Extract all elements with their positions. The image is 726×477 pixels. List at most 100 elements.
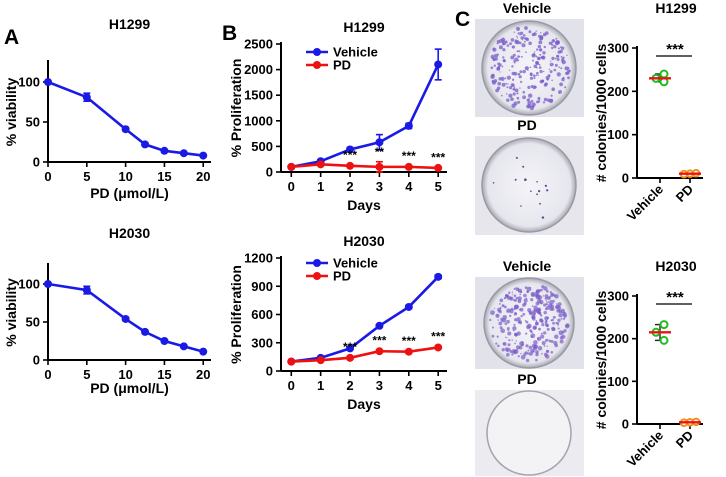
y-axis-label: # colonies/1000 cells [593,291,609,430]
colony [550,94,553,97]
colony [513,308,516,311]
colony [523,302,527,306]
dish-h1299-vehicle-colonies [490,26,571,111]
colony [556,322,560,325]
colony [535,55,538,58]
colony [558,66,560,68]
data-point [659,335,669,345]
colony [516,26,520,31]
colony [509,42,512,46]
colony [538,289,540,291]
colony [535,319,538,322]
colony [543,303,547,307]
colony [560,56,563,58]
colony [490,310,495,316]
colony [559,339,564,344]
colony [546,78,549,81]
colony [511,45,516,49]
colony [525,332,528,335]
colony [556,54,560,58]
colony [532,325,537,330]
colony [506,319,510,324]
chart-colonies-h1299: H1299 0 100 200 300 Vehicle PD # colonies/1000 … [593,0,703,224]
colony [497,81,502,86]
colony [519,41,522,45]
colony [554,294,559,299]
colony [522,34,526,37]
colony [514,312,517,315]
colony [541,352,543,355]
colony [527,101,532,105]
colony [537,295,543,300]
colony [535,74,538,77]
colony [545,289,549,293]
colony [535,61,540,65]
colony [555,40,560,46]
colony [524,37,528,41]
colony [541,323,545,327]
data-point [160,337,169,345]
data-point [316,356,325,365]
data-point [44,78,52,86]
colony [531,102,536,107]
colony [553,44,557,49]
colony [514,342,516,345]
y-tick-label: 600 [251,307,273,322]
y-tick-label: 900 [251,279,273,294]
colony [513,299,515,302]
colony [504,322,508,326]
colony [504,336,507,338]
data-point [375,321,384,330]
colony [557,318,561,322]
colony [513,60,515,62]
colony [499,38,504,44]
data-point [179,342,188,351]
significance-label: ** [375,145,385,159]
colony [516,50,519,53]
data-point [404,162,413,171]
colony [526,104,531,109]
colony [534,85,537,89]
colony [500,317,503,320]
data-point [44,280,52,288]
colony [556,72,561,77]
colony [566,54,568,56]
colony [535,350,539,354]
colony [548,296,551,299]
colony [540,35,544,39]
x-axis-label: PD (μmol/L) [90,380,169,396]
colony [520,80,523,83]
colony [508,291,511,294]
colony [530,298,534,302]
significance-label: *** [431,150,445,164]
colony [526,325,531,330]
colony [542,295,545,297]
colony [506,86,509,89]
colony [547,339,549,341]
colony [533,77,536,80]
colony [519,70,523,74]
colony [506,75,511,80]
y-tick-label: 0 [266,165,273,180]
colony [546,189,549,192]
legend-label: Vehicle [333,45,378,60]
colony [535,308,541,314]
colony [502,56,505,59]
colony [517,355,520,358]
colony [509,309,514,314]
colony [543,344,546,347]
colony [493,64,496,67]
colony [499,326,503,330]
y-tick-label: 100 [607,127,629,142]
colony [554,334,559,339]
colony [503,42,505,44]
colony [502,305,504,307]
panel-label-c: C [455,8,470,31]
x-axis-label: Days [347,396,381,412]
colony [506,337,508,339]
x-tick-label: 20 [196,169,210,184]
significance-label: *** [372,333,386,347]
series-line-vehicle [291,275,440,363]
colony [536,337,539,340]
